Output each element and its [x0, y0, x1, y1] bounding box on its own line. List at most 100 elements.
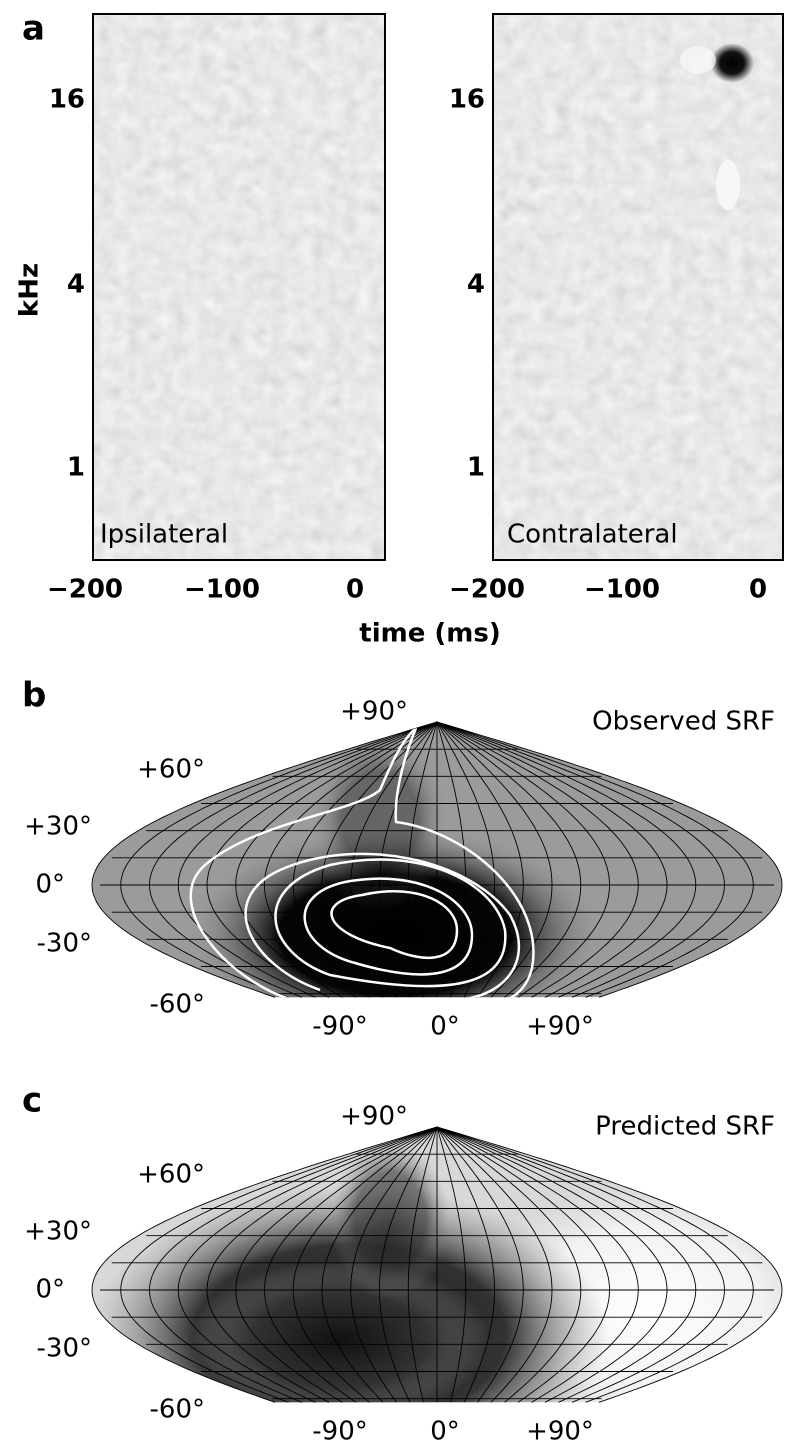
light-patch: [716, 160, 740, 210]
lat-label: -30°: [37, 1334, 92, 1364]
y-tick-label: 16: [449, 85, 485, 115]
panel-c: c Predicted SRF +90° +60° +30° 0° -30° -60° -90°…: [22, 1081, 783, 1447]
meridian: [149, 1126, 438, 1403]
heatmap-ipsilateral: [93, 14, 385, 560]
meridian: [264, 1126, 438, 1403]
meridian: [436, 1126, 754, 1403]
panel-title: Contralateral: [507, 520, 678, 550]
contour: [189, 727, 535, 998]
meridian: [91, 1126, 438, 1403]
meridian: [120, 1126, 438, 1403]
contour: [274, 858, 507, 988]
y-tick-label: 4: [67, 270, 85, 300]
meridian: [379, 1126, 438, 1403]
meridian: [436, 1126, 610, 1403]
meridian: [436, 721, 553, 998]
meridian: [436, 721, 639, 998]
y-tick-label: 16: [49, 85, 85, 115]
meridian: [321, 1126, 438, 1403]
meridian: [436, 721, 467, 998]
lon-label: -90°: [312, 1012, 367, 1042]
meridian: [91, 721, 438, 998]
meridian: [436, 721, 610, 998]
panel-label: c: [22, 1081, 42, 1121]
x-tick-label: 0: [346, 575, 364, 605]
meridian: [149, 721, 438, 998]
meridian: [407, 1126, 438, 1403]
panel-label: a: [22, 9, 45, 49]
y-tick-label: 4: [467, 270, 485, 300]
panel-label: b: [22, 676, 46, 716]
meridian: [436, 1126, 495, 1403]
lat-label: -60°: [150, 1395, 205, 1425]
contour: [244, 852, 521, 998]
x-tick-label: −200: [449, 575, 525, 605]
meridian: [264, 721, 438, 998]
meridian: [321, 721, 438, 998]
meridian: [292, 1126, 438, 1403]
lat-label: 0°: [35, 870, 65, 900]
lat-label: -30°: [37, 929, 92, 959]
lat-label: +90°: [340, 697, 408, 727]
meridian: [235, 721, 438, 998]
meridian: [177, 721, 438, 998]
lat-label: +30°: [24, 812, 92, 842]
meridian: [436, 1126, 697, 1403]
meridian: [350, 721, 438, 998]
lat-label: +30°: [24, 1217, 92, 1247]
contours: [189, 727, 535, 998]
meridian: [436, 721, 668, 998]
meridian: [177, 1126, 438, 1403]
x-axis-label: time (ms): [359, 619, 500, 649]
lat-label: +60°: [137, 1160, 205, 1190]
meridian: [436, 1126, 582, 1403]
meridian: [436, 1126, 639, 1403]
light-patch: [680, 46, 716, 74]
x-tick-label: −100: [584, 575, 660, 605]
lat-label: -60°: [150, 990, 205, 1020]
panel-b: b Observed SRF +90° +60° +30° 0° -30° -60° -90° 0…: [22, 676, 783, 1042]
meridian: [120, 721, 438, 998]
lat-label: 0°: [35, 1275, 65, 1305]
lat-label: +90°: [340, 1102, 408, 1132]
meridian: [436, 1126, 668, 1403]
meridian: [436, 721, 697, 998]
shading: [185, 825, 605, 998]
map-title: Observed SRF: [592, 707, 775, 737]
meridian: [436, 721, 783, 998]
shading: [190, 1260, 490, 1403]
lat-label: +60°: [137, 755, 205, 785]
meridian: [235, 1126, 438, 1403]
shading: [310, 730, 450, 910]
meridian: [436, 721, 725, 998]
heatmap-contralateral: [493, 14, 783, 560]
meridian: [436, 1126, 553, 1403]
ticks: 16 4 1 16 4 1 −200 −100 0 −200 −100 0: [47, 85, 767, 605]
lon-label: -90°: [312, 1417, 367, 1447]
x-tick-label: −100: [184, 575, 260, 605]
meridian: [436, 721, 582, 998]
meridian: [436, 1126, 467, 1403]
shading: [330, 1140, 450, 1300]
meridian: [436, 1126, 783, 1403]
lon-label: 0°: [430, 1012, 460, 1042]
x-tick-label: 0: [749, 575, 767, 605]
meridian: [436, 721, 524, 998]
frame: [92, 13, 386, 561]
map-title: Predicted SRF: [595, 1112, 775, 1142]
y-tick-label: 1: [467, 453, 485, 483]
meridian: [292, 721, 438, 998]
lon-label: +90°: [526, 1012, 594, 1042]
meridian: [206, 1126, 438, 1403]
contour: [330, 890, 459, 959]
contour: [303, 877, 474, 976]
hotspot: [710, 43, 754, 83]
lon-label: +90°: [526, 1417, 594, 1447]
panel-title: Ipsilateral: [100, 520, 228, 550]
meridian: [350, 1126, 438, 1403]
x-tick-label: −200: [47, 575, 123, 605]
meridian: [436, 721, 495, 998]
lon-label: 0°: [430, 1417, 460, 1447]
y-axis-label: kHz: [15, 263, 45, 317]
